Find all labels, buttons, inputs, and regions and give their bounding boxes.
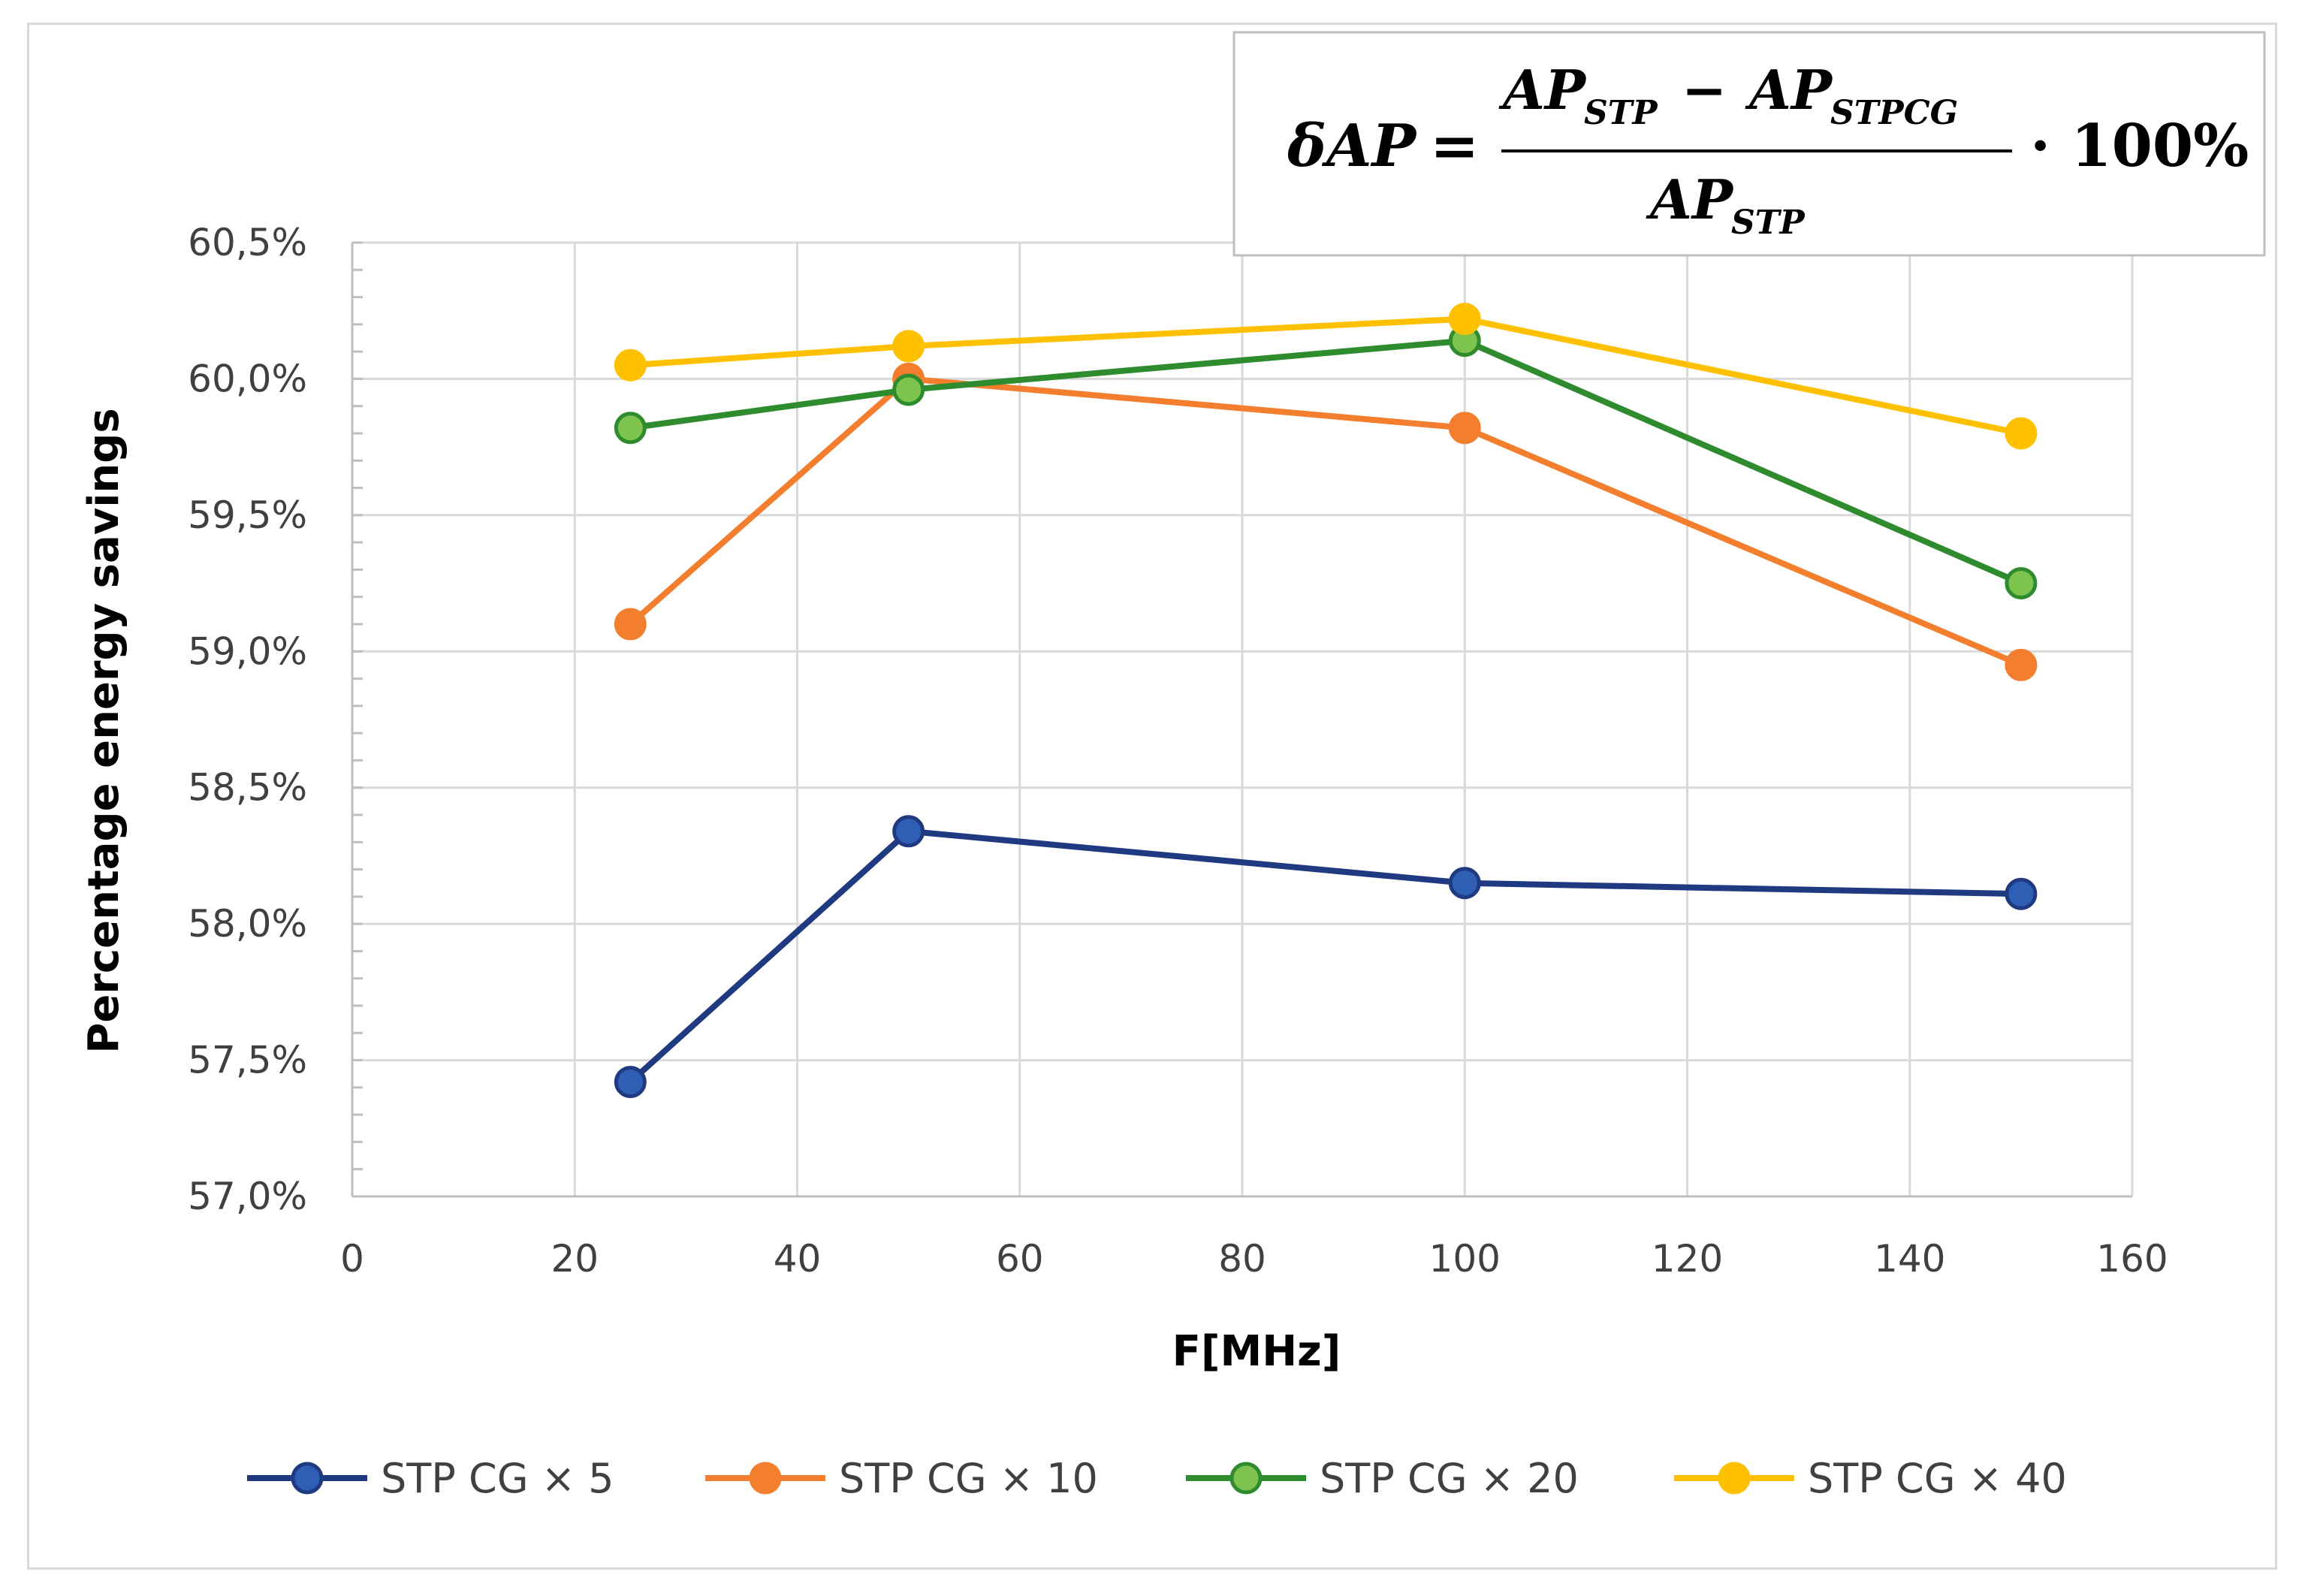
formula-numerator-ap-2: AP bbox=[1745, 58, 1833, 122]
formula-annotation: δAP = AP STP − AP STPCG AP STP · 100% bbox=[1232, 31, 2266, 257]
x-tick-label: 160 bbox=[2096, 1237, 2168, 1281]
y-tick-label: 59,0% bbox=[188, 629, 307, 673]
x-tick-label: 80 bbox=[1218, 1237, 1266, 1281]
formula-multiplier: · 100% bbox=[2030, 112, 2249, 180]
legend-item: STP CG × 20 bbox=[1186, 1455, 1579, 1502]
x-tick-label: 120 bbox=[1652, 1237, 1723, 1281]
y-tick-label: 60,0% bbox=[188, 357, 307, 400]
data-point bbox=[614, 348, 647, 382]
line-chart: 57,0% 57,5% 58,0% 58,5% 59,0% 59,5% 60,0% 60,5%… bbox=[80, 31, 2266, 1502]
y-axis-title: Percentage energy savings bbox=[80, 408, 128, 1053]
x-tick-label: 140 bbox=[1874, 1237, 1945, 1281]
formula-numerator-sub-2: STPCG bbox=[1830, 94, 1958, 132]
data-point bbox=[2005, 648, 2038, 681]
data-point bbox=[892, 373, 925, 406]
axes: 57,0% 57,5% 58,0% 58,5% 59,0% 59,5% 60,0% 60,5%… bbox=[188, 221, 2168, 1281]
legend: STP CG × 5 STP CG × 10 STP CG × 20 STP CG ×… bbox=[247, 1455, 2067, 1502]
series-2 bbox=[614, 362, 2038, 681]
formula-lhs: δAP bbox=[1287, 112, 1418, 180]
legend-swatch-marker bbox=[1229, 1462, 1263, 1495]
legend-swatch-marker bbox=[291, 1462, 324, 1495]
series-group bbox=[614, 303, 2038, 1099]
x-tick-label: 60 bbox=[996, 1237, 1044, 1281]
x-axis-title: F[MHz] bbox=[1172, 1327, 1341, 1376]
formula-minus: − bbox=[1682, 58, 1727, 122]
data-point bbox=[2005, 877, 2038, 910]
data-point bbox=[1448, 303, 1481, 336]
y-tick-label: 58,5% bbox=[188, 766, 307, 810]
x-tick-label: 20 bbox=[551, 1237, 599, 1281]
legend-item: STP CG × 5 bbox=[247, 1455, 614, 1502]
series-line bbox=[629, 337, 2023, 587]
y-tick-label: 60,5% bbox=[188, 221, 307, 264]
legend-label: STP CG × 5 bbox=[381, 1455, 614, 1502]
formula-numerator-sub-1: STP bbox=[1584, 94, 1659, 132]
chart-frame: 57,0% 57,5% 58,0% 58,5% 59,0% 59,5% 60,0% 60,5%… bbox=[27, 23, 2277, 1570]
data-point bbox=[1448, 867, 1481, 900]
data-point bbox=[614, 1066, 647, 1099]
data-point bbox=[614, 412, 647, 445]
series-line bbox=[628, 828, 2021, 1085]
formula-denominator-ap: AP bbox=[1646, 167, 1734, 231]
y-tick-label: 58,0% bbox=[188, 902, 307, 946]
data-point bbox=[2005, 417, 2038, 450]
data-point bbox=[1448, 412, 1481, 445]
series-3 bbox=[614, 324, 2038, 600]
legend-item: STP CG × 10 bbox=[705, 1455, 1098, 1502]
series-1 bbox=[614, 815, 2038, 1099]
y-tick-label: 57,0% bbox=[188, 1175, 307, 1218]
y-tick-label: 57,5% bbox=[188, 1039, 307, 1082]
x-tick-label: 0 bbox=[340, 1237, 364, 1281]
legend-swatch-marker bbox=[1718, 1462, 1751, 1495]
data-point bbox=[614, 608, 647, 641]
formula-equals: = bbox=[1430, 112, 1479, 180]
x-tick-label: 40 bbox=[774, 1237, 822, 1281]
legend-label: STP CG × 40 bbox=[1808, 1455, 2067, 1502]
series-4 bbox=[614, 303, 2038, 450]
formula-denominator-sub: STP bbox=[1731, 204, 1806, 242]
data-point bbox=[892, 815, 925, 848]
x-tick-label: 100 bbox=[1429, 1237, 1501, 1281]
formula-box-border bbox=[1232, 31, 2266, 257]
legend-label: STP CG × 20 bbox=[1320, 1455, 1579, 1502]
legend-swatch-marker bbox=[749, 1462, 782, 1495]
data-point bbox=[892, 330, 925, 363]
series-line bbox=[628, 376, 2023, 668]
data-point bbox=[2005, 567, 2038, 600]
series-line bbox=[630, 315, 2022, 436]
gridlines bbox=[352, 241, 2134, 1198]
formula-numerator-ap-1: AP bbox=[1498, 58, 1587, 122]
y-tick-label: 59,5% bbox=[188, 493, 307, 537]
legend-item: STP CG × 40 bbox=[1674, 1455, 2067, 1502]
legend-label: STP CG × 10 bbox=[839, 1455, 1098, 1502]
